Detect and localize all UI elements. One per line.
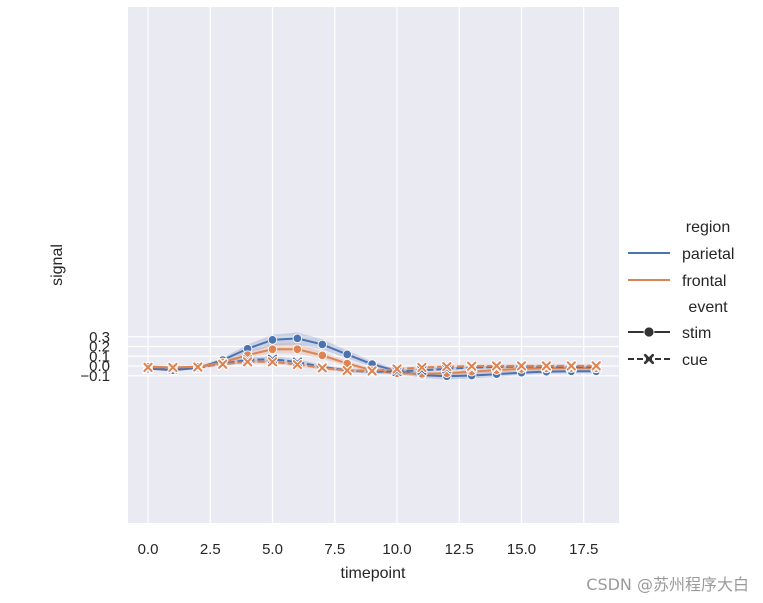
point-frontal-cue xyxy=(541,361,552,371)
y-tick-label: 0.2 xyxy=(89,339,110,356)
series-markers xyxy=(142,333,602,381)
point-frontal-stim xyxy=(267,344,278,354)
legend-label-cue: cue xyxy=(682,352,708,369)
x-tick-label: 12.5 xyxy=(445,541,474,558)
point-parietal-stim xyxy=(317,339,328,350)
point-frontal-cue xyxy=(367,366,377,376)
x-tick-label: 10.0 xyxy=(382,541,411,558)
x-tick-label: 5.0 xyxy=(262,541,283,558)
point-frontal-cue xyxy=(168,362,178,373)
x-axis-label: timepoint xyxy=(341,565,406,582)
x-tick-labels: 0.0 2.5 5.0 7.5 10.0 12.5 15.0 17.5 xyxy=(138,541,599,558)
point-frontal-cue xyxy=(242,357,253,367)
y-tick-labels: −0.10.00.10.20.3 xyxy=(80,329,110,385)
point-frontal-cue xyxy=(267,357,278,367)
band-frontal-cue xyxy=(148,359,597,373)
x-tick-label: 15.0 xyxy=(507,541,536,558)
watermark: CSDN @苏州程序大白 xyxy=(586,575,749,594)
point-frontal-cue xyxy=(442,361,452,372)
point-frontal-stim xyxy=(317,350,328,361)
y-tick-label: −0.1 xyxy=(80,368,110,385)
legend-marker-cue xyxy=(643,353,655,365)
point-frontal-cue xyxy=(417,362,427,373)
point-frontal-cue xyxy=(218,359,228,369)
x-tick-label: 7.5 xyxy=(324,541,345,558)
point-frontal-cue xyxy=(292,359,303,370)
x-tick-label: 17.5 xyxy=(569,541,598,558)
plot-background xyxy=(128,7,619,523)
point-frontal-cue xyxy=(193,362,203,372)
legend-title-event: event xyxy=(688,299,728,316)
y-tick-label: 0.0 xyxy=(89,358,110,375)
x-tick-label: 0.0 xyxy=(138,541,159,558)
point-frontal-cue xyxy=(591,361,601,371)
y-axis-label: signal xyxy=(49,244,66,286)
y-tick-label: 0.1 xyxy=(89,348,110,365)
point-parietal-stim xyxy=(342,349,352,360)
point-frontal-cue xyxy=(491,361,502,371)
point-frontal-cue xyxy=(392,364,402,374)
legend-label-parietal: parietal xyxy=(682,246,734,263)
point-frontal-cue xyxy=(143,362,153,373)
point-frontal-cue xyxy=(342,365,352,376)
point-parietal-stim xyxy=(267,335,278,345)
point-parietal-stim xyxy=(292,333,303,344)
legend: region parietal frontal event stim cue xyxy=(628,219,734,369)
y-tick-label: 0.3 xyxy=(89,329,110,346)
legend-label-frontal: frontal xyxy=(682,273,726,290)
point-frontal-cue xyxy=(467,361,477,371)
point-frontal-cue xyxy=(317,363,327,373)
legend-label-stim: stim xyxy=(682,325,711,342)
legend-title-region: region xyxy=(686,219,730,236)
point-frontal-cue xyxy=(566,361,576,371)
x-tick-label: 2.5 xyxy=(200,541,221,558)
point-frontal-cue xyxy=(516,361,527,371)
point-frontal-stim xyxy=(292,344,303,354)
legend-marker-stim xyxy=(643,326,655,338)
